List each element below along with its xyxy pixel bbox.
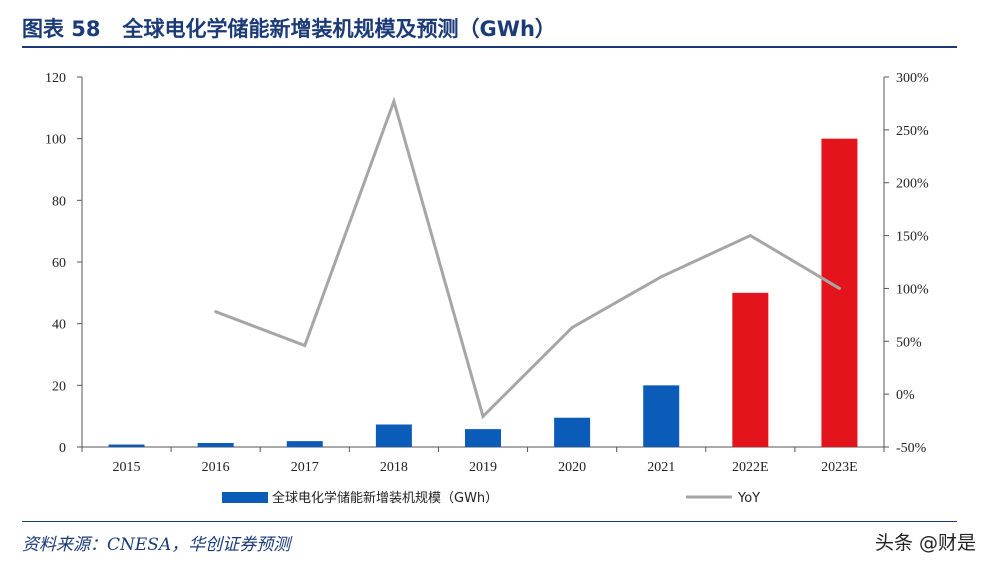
right-tick-label: -50% [896,441,927,456]
bar-2022E [732,292,769,447]
yoy-point-2019 [481,414,485,418]
yoy-point-2016 [214,310,218,314]
yoy-point-2020 [570,326,574,330]
left-tick-label: 100 [45,133,66,148]
yoy-line-series [214,96,841,420]
bar-series [108,138,858,447]
left-tick-label: 60 [52,256,66,271]
yoy-point-2021 [659,275,663,279]
x-axis: 2015 2016 2017 2018 2019 2020 2021 2022E 2023E [81,446,885,475]
bar-2020 [554,417,591,447]
right-tick-label: 250% [896,124,929,139]
bar-2016 [197,442,234,447]
watermark: 头条 @财是 [874,532,976,554]
bar-2019 [465,429,501,447]
legend: 全球电化学储能新增装机规模（GWh） YoY [222,490,760,506]
source-note: 资料来源：CNESA，华创证券预测 [22,535,291,555]
right-tick-label: 100% [896,282,929,297]
right-tick-label: 150% [896,230,929,245]
bar-2023E [821,138,858,447]
yoy-point-2022E [748,234,752,238]
legend-swatch-bar [222,492,268,503]
left-tick-label: 0 [59,441,66,456]
x-tick-label: 2015 [113,460,141,475]
right-axis: -50% 0% 50% 100% 150% 200% 250% 300% [883,71,929,456]
yoy-line [215,96,841,420]
right-tick-label: 0% [896,388,915,403]
x-tick-label: 2017 [291,460,319,475]
legend-label-line: YoY [737,491,760,506]
footer-rule [22,521,957,522]
yoy-point-2023E [837,286,841,290]
left-tick-label: 120 [45,71,66,86]
right-tick-label: 200% [896,177,929,192]
bar-2015 [108,444,145,447]
left-tick-label: 80 [52,194,66,209]
x-tick-label: 2016 [202,460,230,475]
x-tick-label: 2023E [821,460,858,475]
x-tick-label: 2018 [380,460,408,475]
bar-2018 [375,424,412,447]
bar-2021 [643,385,680,447]
left-axis: 0 20 40 60 80 100 120 [45,71,83,456]
x-tick-label: 2021 [647,460,675,475]
header-rule [22,46,957,48]
bar-2017 [286,441,323,447]
right-tick-label: 300% [896,71,929,86]
right-tick-label: 50% [896,335,922,350]
legend-label-bar: 全球电化学储能新增装机规模（GWh） [272,490,498,506]
left-tick-label: 20 [52,379,66,394]
yoy-point-2018 [392,99,396,103]
x-tick-label: 2020 [558,460,586,475]
figure-label: 图表 58 [22,17,101,41]
left-tick-label: 40 [52,318,66,333]
x-tick-label: 2019 [469,460,497,475]
x-tick-label: 2022E [732,460,769,475]
chart-header: 图表 58 全球电化学储能新增装机规模及预测（GWh） [22,10,957,46]
yoy-point-2017 [303,344,307,348]
chart-title: 全球电化学储能新增装机规模及预测（GWh） [122,17,556,41]
